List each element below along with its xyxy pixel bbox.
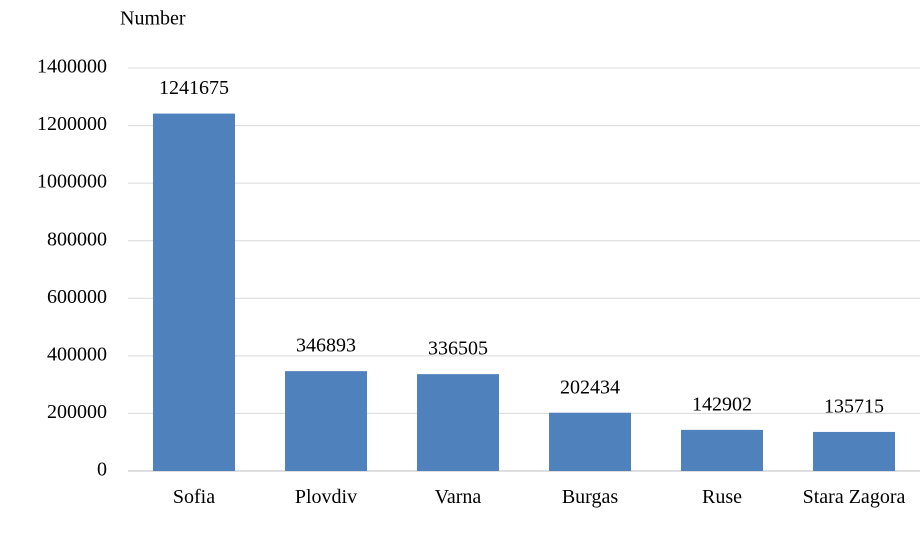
x-tick-label-box: Ruse xyxy=(702,486,742,508)
x-tick-label-box: Burgas xyxy=(561,486,619,508)
y-tick-label: 400000 xyxy=(47,343,107,365)
bar xyxy=(285,371,367,471)
y-tick-label: 800000 xyxy=(47,228,107,250)
x-tick-label: Ruse xyxy=(702,486,742,508)
x-tick-label: Plovdiv xyxy=(294,486,358,508)
x-tick-label-box: Plovdiv xyxy=(294,486,358,508)
bar xyxy=(549,412,631,471)
y-axis-label: Number xyxy=(120,8,186,30)
data-label: 135715 xyxy=(824,396,884,418)
y-tick-label: 1200000 xyxy=(37,113,107,135)
y-tick-label: 600000 xyxy=(47,286,107,308)
data-label: 202434 xyxy=(560,376,620,398)
x-tick-label: Sofia xyxy=(172,486,216,508)
x-tick-label-box: Sofia xyxy=(172,486,216,508)
y-tick-label: 200000 xyxy=(47,401,107,423)
bar xyxy=(681,429,763,471)
x-tick-label: Stara Zagora xyxy=(802,486,906,508)
y-tick-label: 1000000 xyxy=(37,171,107,193)
bar xyxy=(813,431,895,471)
y-tick-label: 1400000 xyxy=(37,56,107,78)
data-label: 142902 xyxy=(692,393,752,415)
bar xyxy=(417,374,499,471)
x-tick-label: Burgas xyxy=(561,486,619,508)
x-tick-label-box: Stara Zagora xyxy=(802,486,906,508)
data-label: 346893 xyxy=(296,335,356,357)
data-label: 1241675 xyxy=(159,77,229,99)
data-label: 336505 xyxy=(428,338,488,360)
x-tick-label-box: Varna xyxy=(434,486,482,508)
y-tick-label: 0 xyxy=(97,459,107,481)
x-tick-label: Varna xyxy=(434,486,482,508)
bar xyxy=(153,113,235,471)
